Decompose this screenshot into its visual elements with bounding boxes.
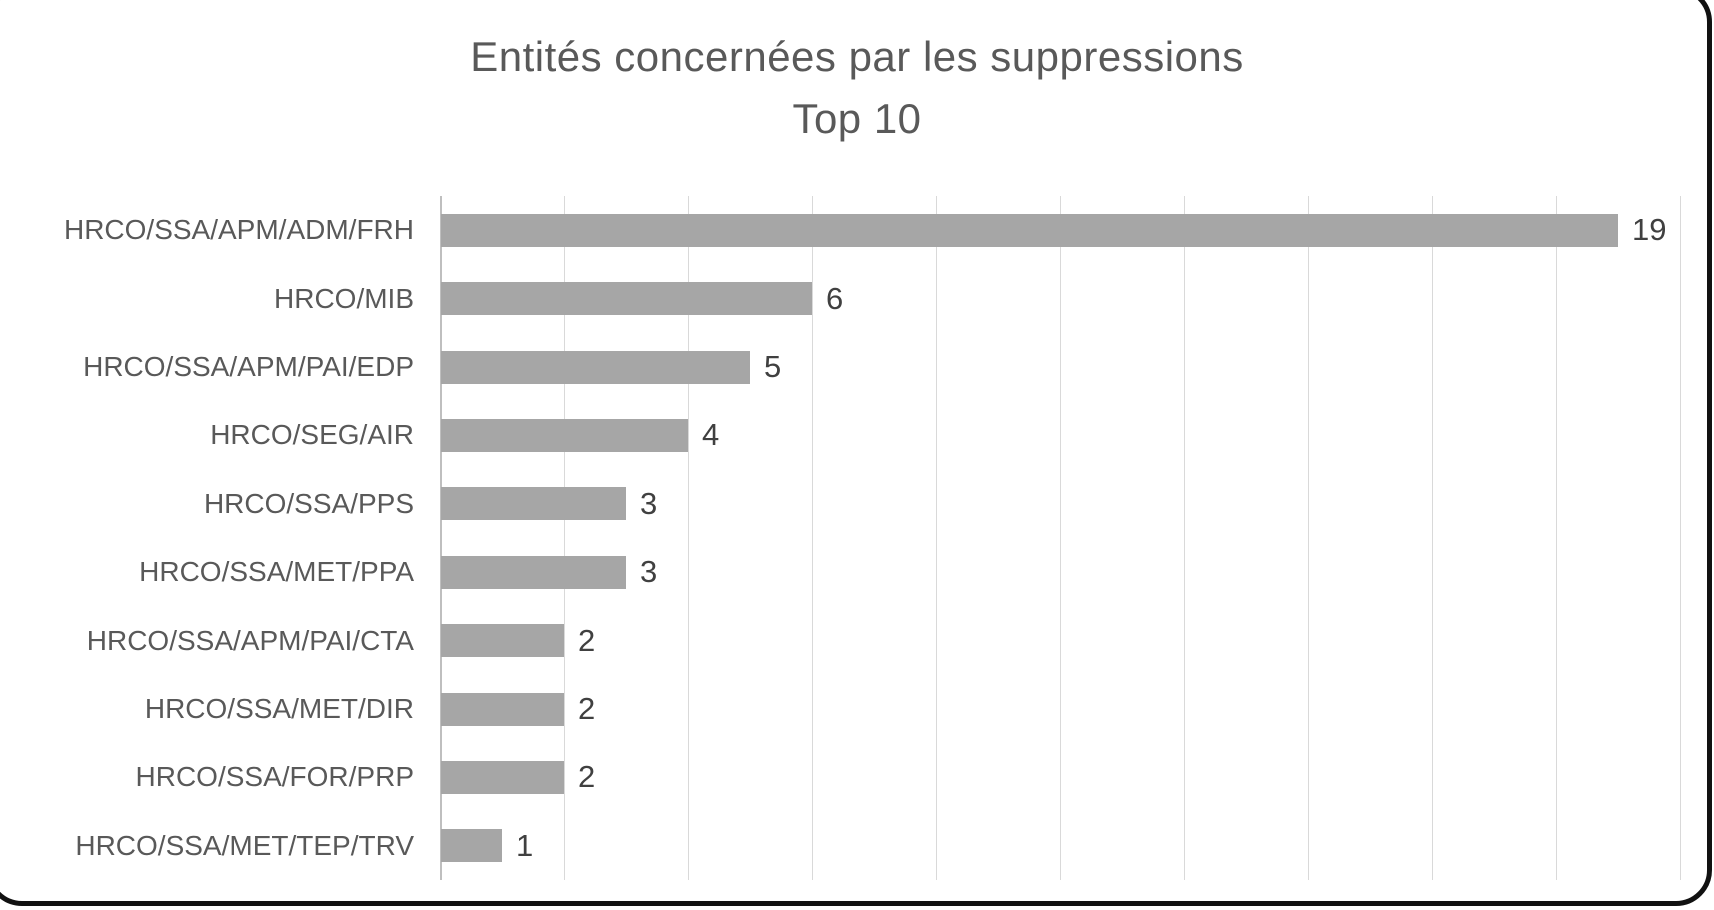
category-label: HRCO/SEG/AIR <box>210 419 414 451</box>
gridline <box>1308 196 1309 880</box>
gridline <box>688 196 689 880</box>
value-label: 5 <box>764 349 782 384</box>
gridline <box>936 196 937 880</box>
bar <box>441 213 1618 247</box>
gridline <box>1432 196 1433 880</box>
bar <box>441 282 812 316</box>
category-label: HRCO/SSA/MET/PPA <box>139 556 414 588</box>
bar <box>441 487 626 521</box>
chart-title-block: Entités concernées par les suppressions … <box>0 26 1714 150</box>
value-label: 2 <box>578 622 596 658</box>
gridline <box>1556 196 1557 880</box>
value-axis-line <box>440 196 442 880</box>
value-label: 19 <box>1632 212 1667 248</box>
value-label: 4 <box>702 417 720 453</box>
category-label: HRCO/SSA/APM/PAI/EDP <box>83 351 414 382</box>
bar <box>441 418 688 452</box>
value-label: 1 <box>516 827 534 863</box>
category-label: HRCO/SSA/APM/ADM/FRH <box>63 214 414 246</box>
value-label: 3 <box>640 485 658 521</box>
bar <box>441 350 750 384</box>
bar <box>441 624 564 658</box>
category-label: HRCO/SSA/MET/TEP/TRV <box>75 829 414 861</box>
value-label: 2 <box>578 759 596 795</box>
value-label: 3 <box>640 554 658 590</box>
gridline <box>564 196 565 880</box>
value-label: 6 <box>826 280 844 316</box>
bar <box>441 760 564 794</box>
gridline <box>812 196 813 880</box>
gridline <box>1680 196 1681 880</box>
category-label: HRCO/MIB <box>274 282 414 314</box>
gridline <box>1184 196 1185 880</box>
bar <box>441 692 564 726</box>
category-label: HRCO/SSA/PPS <box>203 487 414 519</box>
category-label: HRCO/SSA/APM/PAI/CTA <box>86 624 414 656</box>
category-label: HRCO/SSA/FOR/PRP <box>135 761 414 793</box>
gridline <box>1060 196 1061 880</box>
value-label: 2 <box>578 691 596 726</box>
chart-title: Entités concernées par les suppressions <box>470 33 1244 80</box>
chart-subtitle: Top 10 <box>792 95 922 142</box>
category-label: HRCO/SSA/MET/DIR <box>144 693 414 724</box>
bar <box>441 555 626 589</box>
bar <box>441 829 502 863</box>
